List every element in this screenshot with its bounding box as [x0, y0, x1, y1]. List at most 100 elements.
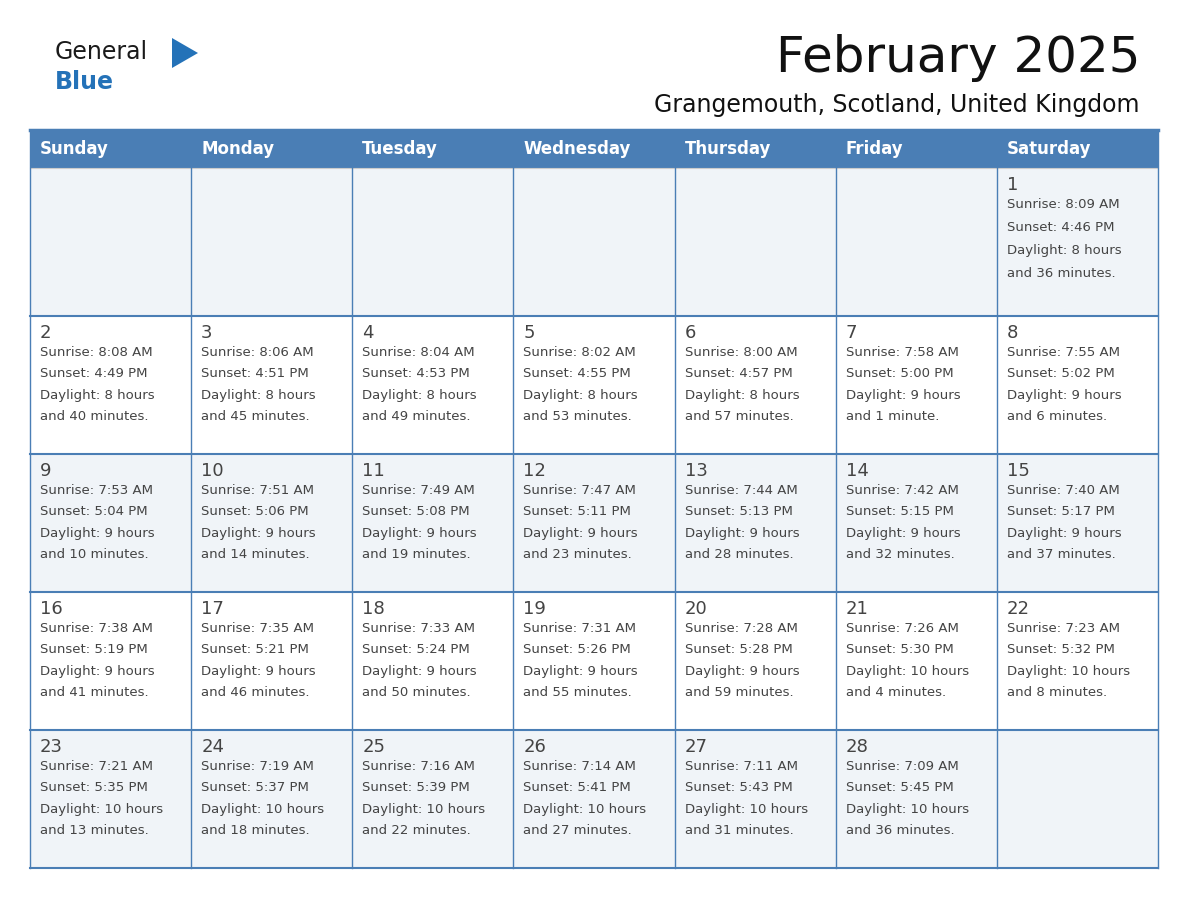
Bar [997, 168, 1158, 316]
Text: and 50 minutes.: and 50 minutes. [362, 686, 470, 700]
Text: Sunset: 5:26 PM: Sunset: 5:26 PM [524, 644, 631, 656]
Text: Daylight: 10 hours: Daylight: 10 hours [846, 665, 969, 677]
Text: and 41 minutes.: and 41 minutes. [40, 686, 148, 700]
Text: and 18 minutes.: and 18 minutes. [201, 824, 310, 837]
Text: and 45 minutes.: and 45 minutes. [201, 410, 310, 423]
Text: 23: 23 [40, 738, 63, 756]
Bar [30, 592, 191, 730]
Text: 5: 5 [524, 324, 535, 342]
Bar [835, 730, 997, 868]
Bar [835, 316, 997, 454]
Text: 14: 14 [846, 462, 868, 480]
Bar [353, 592, 513, 730]
Text: 12: 12 [524, 462, 546, 480]
Bar [513, 168, 675, 316]
Text: and 49 minutes.: and 49 minutes. [362, 410, 470, 423]
Text: and 22 minutes.: and 22 minutes. [362, 824, 470, 837]
Text: Daylight: 8 hours: Daylight: 8 hours [1007, 244, 1121, 257]
Text: 11: 11 [362, 462, 385, 480]
Text: Daylight: 9 hours: Daylight: 9 hours [1007, 389, 1121, 402]
Text: Daylight: 8 hours: Daylight: 8 hours [684, 389, 800, 402]
Text: Sunrise: 7:40 AM: Sunrise: 7:40 AM [1007, 484, 1119, 497]
Text: Thursday: Thursday [684, 140, 771, 158]
Bar [997, 730, 1158, 868]
Text: Sunrise: 7:55 AM: Sunrise: 7:55 AM [1007, 346, 1120, 359]
Text: and 10 minutes.: and 10 minutes. [40, 548, 148, 561]
Text: Sunrise: 7:09 AM: Sunrise: 7:09 AM [846, 760, 959, 773]
Text: Sunset: 5:17 PM: Sunset: 5:17 PM [1007, 506, 1114, 519]
Text: Sunrise: 8:00 AM: Sunrise: 8:00 AM [684, 346, 797, 359]
Text: Sunrise: 7:38 AM: Sunrise: 7:38 AM [40, 622, 153, 635]
Text: 24: 24 [201, 738, 225, 756]
Bar [191, 592, 353, 730]
Text: and 40 minutes.: and 40 minutes. [40, 410, 148, 423]
Text: Sunrise: 8:04 AM: Sunrise: 8:04 AM [362, 346, 475, 359]
Text: Sunrise: 7:14 AM: Sunrise: 7:14 AM [524, 760, 637, 773]
Text: Sunset: 5:15 PM: Sunset: 5:15 PM [846, 506, 954, 519]
Text: Sunset: 4:53 PM: Sunset: 4:53 PM [362, 367, 470, 380]
Bar [835, 168, 997, 316]
Bar [353, 730, 513, 868]
Text: 22: 22 [1007, 600, 1030, 618]
Text: 21: 21 [846, 600, 868, 618]
Text: Sunset: 5:32 PM: Sunset: 5:32 PM [1007, 644, 1114, 656]
Bar [191, 730, 353, 868]
Text: Sunrise: 8:06 AM: Sunrise: 8:06 AM [201, 346, 314, 359]
Text: 1: 1 [1007, 176, 1018, 194]
Text: and 32 minutes.: and 32 minutes. [846, 548, 954, 561]
Text: Daylight: 9 hours: Daylight: 9 hours [362, 665, 476, 677]
Text: 3: 3 [201, 324, 213, 342]
Text: Sunset: 5:43 PM: Sunset: 5:43 PM [684, 781, 792, 794]
Text: 2: 2 [40, 324, 51, 342]
Bar [513, 730, 675, 868]
Text: Daylight: 9 hours: Daylight: 9 hours [362, 527, 476, 540]
Text: Friday: Friday [846, 140, 903, 158]
Text: Monday: Monday [201, 140, 274, 158]
Text: Sunset: 5:37 PM: Sunset: 5:37 PM [201, 781, 309, 794]
Text: and 31 minutes.: and 31 minutes. [684, 824, 794, 837]
Text: Sunrise: 7:28 AM: Sunrise: 7:28 AM [684, 622, 797, 635]
Text: and 36 minutes.: and 36 minutes. [1007, 267, 1116, 280]
Bar [30, 130, 1158, 168]
Text: Sunrise: 7:33 AM: Sunrise: 7:33 AM [362, 622, 475, 635]
Text: Daylight: 8 hours: Daylight: 8 hours [362, 389, 476, 402]
Text: Daylight: 10 hours: Daylight: 10 hours [684, 802, 808, 816]
Bar [353, 168, 513, 316]
Text: Sunrise: 7:35 AM: Sunrise: 7:35 AM [201, 622, 314, 635]
Text: Grangemouth, Scotland, United Kingdom: Grangemouth, Scotland, United Kingdom [655, 93, 1140, 117]
Text: and 14 minutes.: and 14 minutes. [201, 548, 310, 561]
Text: Sunset: 5:45 PM: Sunset: 5:45 PM [846, 781, 954, 794]
Text: Sunset: 4:49 PM: Sunset: 4:49 PM [40, 367, 147, 380]
Text: 28: 28 [846, 738, 868, 756]
Bar [513, 592, 675, 730]
Text: Sunset: 5:35 PM: Sunset: 5:35 PM [40, 781, 147, 794]
Text: and 13 minutes.: and 13 minutes. [40, 824, 148, 837]
Text: Wednesday: Wednesday [524, 140, 631, 158]
Text: Sunset: 5:13 PM: Sunset: 5:13 PM [684, 506, 792, 519]
Text: 7: 7 [846, 324, 858, 342]
Text: 19: 19 [524, 600, 546, 618]
Text: Saturday: Saturday [1007, 140, 1092, 158]
Text: 18: 18 [362, 600, 385, 618]
Text: 26: 26 [524, 738, 546, 756]
Text: February 2025: February 2025 [776, 34, 1140, 82]
Text: Sunset: 4:46 PM: Sunset: 4:46 PM [1007, 221, 1114, 234]
Text: Sunrise: 7:23 AM: Sunrise: 7:23 AM [1007, 622, 1120, 635]
Text: Daylight: 9 hours: Daylight: 9 hours [524, 527, 638, 540]
Text: Sunrise: 7:11 AM: Sunrise: 7:11 AM [684, 760, 797, 773]
Text: Sunrise: 7:58 AM: Sunrise: 7:58 AM [846, 346, 959, 359]
Text: 20: 20 [684, 600, 707, 618]
Text: and 23 minutes.: and 23 minutes. [524, 548, 632, 561]
Text: Daylight: 10 hours: Daylight: 10 hours [201, 802, 324, 816]
Bar [353, 316, 513, 454]
Text: Daylight: 9 hours: Daylight: 9 hours [684, 665, 800, 677]
Text: Sunset: 5:04 PM: Sunset: 5:04 PM [40, 506, 147, 519]
Text: Sunset: 5:08 PM: Sunset: 5:08 PM [362, 506, 470, 519]
Bar [30, 730, 191, 868]
Text: Sunrise: 7:42 AM: Sunrise: 7:42 AM [846, 484, 959, 497]
Text: Sunset: 5:00 PM: Sunset: 5:00 PM [846, 367, 953, 380]
Text: Daylight: 8 hours: Daylight: 8 hours [524, 389, 638, 402]
Text: and 55 minutes.: and 55 minutes. [524, 686, 632, 700]
Text: and 46 minutes.: and 46 minutes. [201, 686, 310, 700]
Text: Sunset: 5:30 PM: Sunset: 5:30 PM [846, 644, 954, 656]
